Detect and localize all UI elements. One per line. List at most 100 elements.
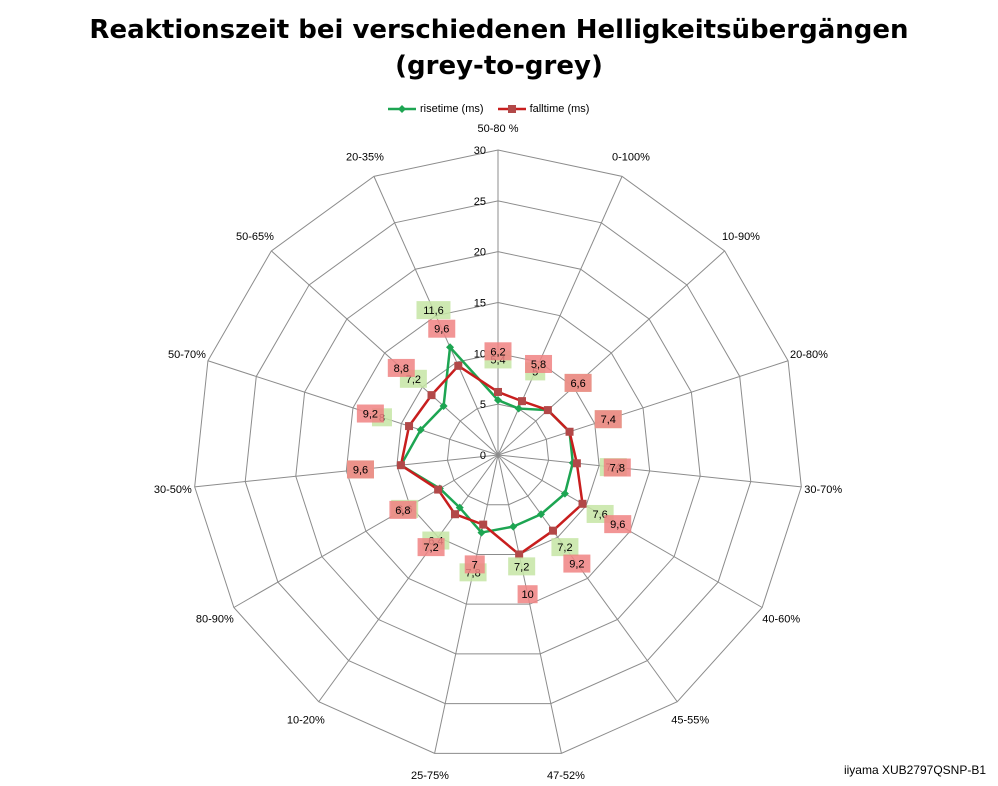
- category-label: 45-55%: [671, 715, 709, 727]
- legend-item-fall: falltime (ms): [497, 103, 590, 115]
- rise-data-label: 7,6: [592, 509, 607, 521]
- category-label: 25-75%: [411, 770, 449, 782]
- grid-spoke: [497, 454, 562, 754]
- grid-spoke: [271, 250, 499, 456]
- rise-point: [446, 343, 455, 352]
- grid-ring: [396, 352, 600, 555]
- fall-data-label: 7,4: [601, 414, 616, 426]
- rise-point: [537, 510, 546, 519]
- r-tick-label: 0: [480, 450, 486, 462]
- legend-label-rise: risetime (ms): [420, 103, 484, 115]
- grid-spoke: [497, 454, 802, 488]
- rise-data-label: 7,2: [514, 561, 529, 573]
- fall-data-label-bg: [389, 500, 417, 519]
- rise-point: [455, 503, 464, 512]
- legend-marker-rise: [388, 105, 416, 113]
- fall-point: [517, 397, 526, 406]
- fall-point: [396, 461, 405, 470]
- grid-ring: [295, 251, 701, 655]
- grid-spoke: [233, 454, 499, 608]
- fall-data-label: 7,8: [610, 463, 625, 475]
- rise-data-label: 7,2: [557, 542, 572, 554]
- r-tick-label: 25: [474, 196, 486, 208]
- grid-spoke: [434, 454, 499, 754]
- chart-title-line1: Reaktionszeit bei verschiedenen Helligke…: [89, 15, 909, 45]
- rise-data-label-bg: [551, 538, 579, 557]
- fall-data-label: 9,6: [610, 519, 625, 531]
- rise-point: [477, 528, 486, 537]
- fall-data-label-bg: [484, 342, 512, 361]
- fall-data-label-bg: [564, 373, 592, 392]
- grid-ring: [345, 301, 651, 605]
- rise-point: [509, 522, 518, 531]
- grid-spoke: [497, 454, 678, 703]
- category-label: 10-20%: [287, 715, 325, 727]
- rise-point: [514, 404, 523, 413]
- rise-point: [560, 489, 569, 498]
- category-label: 20-35%: [346, 151, 384, 163]
- r-tick-label: 15: [474, 298, 486, 310]
- rise-point: [416, 425, 425, 434]
- fall-data-label: 10: [521, 589, 533, 601]
- legend-item-rise: risetime (ms): [388, 103, 484, 115]
- category-label: 47-52%: [547, 770, 585, 782]
- grid-ring: [244, 200, 752, 705]
- footer-model-label: iiyama XUB2797QSNP-B1: [843, 763, 986, 777]
- category-label: 50-70%: [168, 349, 206, 361]
- fall-data-label-bg: [387, 358, 415, 377]
- category-label: 30-70%: [804, 484, 842, 496]
- fall-data-label-bg: [346, 460, 374, 479]
- fall-data-label-bg: [517, 585, 538, 604]
- fall-point: [572, 459, 581, 468]
- r-tick-label: 30: [474, 145, 486, 157]
- r-tick-label: 10: [474, 348, 486, 360]
- fall-point: [548, 526, 557, 535]
- grid-spoke: [497, 360, 789, 456]
- fall-data-label-bg: [417, 538, 445, 557]
- fall-data-label: 6,8: [395, 505, 410, 517]
- category-label: 40-60%: [762, 614, 800, 626]
- fall-data-label-bg: [464, 555, 485, 574]
- fall-point: [578, 499, 587, 508]
- fall-data-label-bg: [594, 410, 622, 429]
- grid-spoke: [318, 454, 499, 703]
- fall-data-label-bg: [563, 554, 591, 573]
- grid-spoke: [194, 454, 499, 488]
- legend: risetime (ms) falltime (ms): [388, 101, 603, 117]
- fall-data-label-bg: [356, 404, 384, 423]
- fall-data-label: 5,8: [531, 359, 546, 371]
- fall-point: [479, 520, 488, 529]
- fall-data-label-bg: [604, 515, 632, 534]
- category-label: 10-90%: [722, 231, 760, 243]
- fall-data-label: 9,2: [569, 559, 584, 571]
- category-label: 50-65%: [236, 231, 274, 243]
- fall-data-label: 6,2: [490, 346, 505, 358]
- fall-point: [450, 510, 459, 519]
- fall-data-label: 9,6: [353, 464, 368, 476]
- grid-spoke: [207, 360, 499, 456]
- fall-point: [405, 422, 414, 431]
- fall-data-label: 7,2: [423, 542, 438, 554]
- fall-data-label-bg: [428, 319, 456, 338]
- category-label: 0-100%: [612, 151, 650, 163]
- legend-marker-fall: [497, 105, 526, 113]
- fall-point: [427, 391, 436, 400]
- grid-spoke: [497, 250, 725, 456]
- fall-data-label: 9,2: [363, 409, 378, 421]
- fall-data-label-bg: [525, 354, 553, 373]
- fall-point: [434, 485, 443, 494]
- category-label: 20-80%: [790, 349, 828, 361]
- grid-ring: [194, 149, 802, 754]
- fall-data-label: 8,8: [394, 363, 409, 375]
- rise-point: [439, 402, 448, 411]
- fall-point: [543, 406, 552, 415]
- rise-data-label: 11,6: [423, 305, 444, 317]
- fall-point: [565, 427, 574, 436]
- r-tick-label: 20: [474, 247, 486, 259]
- legend-label-fall: falltime (ms): [529, 103, 590, 115]
- category-label: 30-50%: [154, 484, 192, 496]
- rise-data-label-bg: [416, 301, 451, 320]
- fall-point: [515, 550, 524, 559]
- rise-data-label-bg: [508, 557, 536, 576]
